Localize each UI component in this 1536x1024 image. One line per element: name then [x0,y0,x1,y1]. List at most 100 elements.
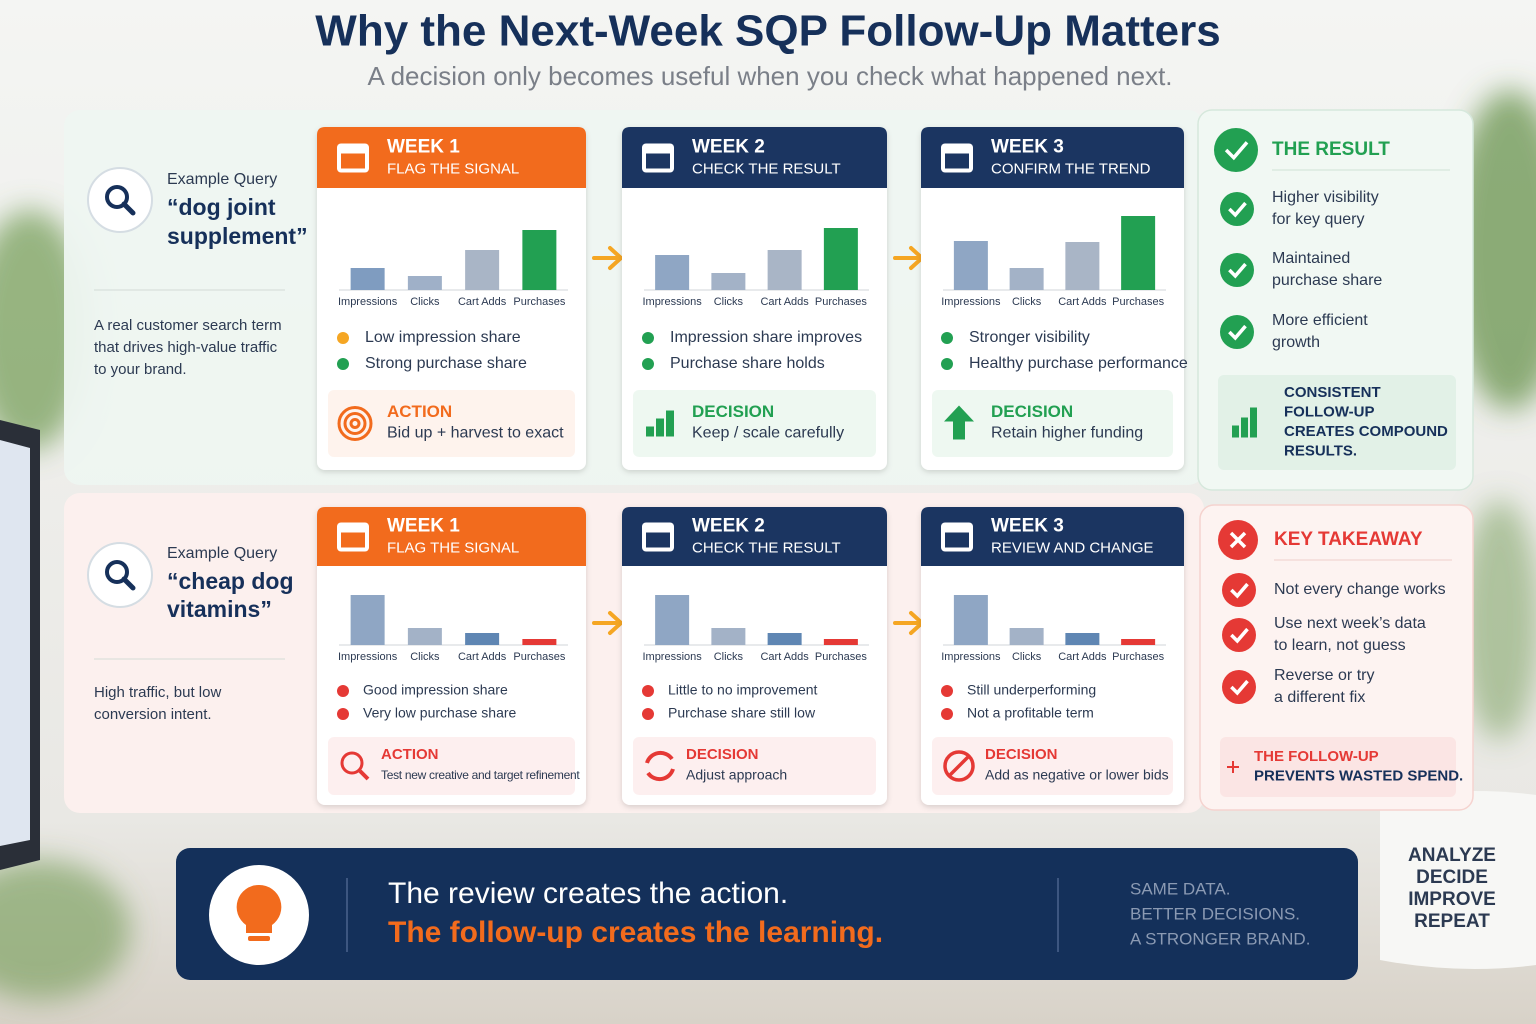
mug [1380,791,1536,969]
summary-icon [1214,128,1258,172]
query: “dog joint [167,194,276,220]
banner-line: The review creates the action. [388,877,788,910]
bar [767,250,802,290]
box-label: DECISION [686,746,759,763]
week-header [317,507,586,566]
bar-label: Cart Adds [760,296,809,308]
laptop-screen [0,440,30,846]
bar-label: Purchases [513,651,565,663]
week-header [921,127,1184,188]
decision-box [633,737,876,795]
week-stage: CHECK THE RESULT [692,160,841,177]
bulb-base [248,936,270,941]
bar-label: Cart Adds [1058,296,1107,308]
box-icon [646,426,654,437]
tagline: A STRONGER BRAND. [1130,929,1310,948]
box-text: Adjust approach [686,767,787,783]
bar [655,255,690,290]
item-icon [1230,679,1249,696]
decision-box [932,390,1173,457]
week-title: WEEK 1 [387,137,460,158]
decision-box [328,737,575,795]
bar-label: Clicks [714,296,744,308]
bar [767,633,802,645]
week-stage: CONFIRM THE TREND [991,160,1151,177]
bullet-dot [941,685,953,697]
week-header [921,507,1184,566]
item-icon [1222,618,1256,652]
week-card [622,507,887,805]
bullet-text: Stronger visibility [969,329,1090,346]
note-text: CREATES COMPOUND [1284,423,1448,440]
search-icon [105,185,129,209]
box-icon [666,410,674,437]
bar-label: Purchases [815,296,867,308]
summary-box [1197,109,1474,491]
box-label: DECISION [985,746,1058,763]
week-title: WEEK 2 [692,137,765,158]
note-box [1220,737,1456,797]
query-label: Example Query [167,545,277,562]
description: A real customer search term [94,317,282,334]
summary-item: Use next week’s data [1274,615,1426,632]
mug-text: ANALYZE [1408,845,1496,866]
week-card [317,127,586,470]
note-text: PREVENTS WASTED SPEND. [1254,768,1463,785]
bullet-text: Still underperforming [967,682,1096,698]
bullet-text: Low impression share [365,329,521,346]
box-text: Add as negative or lower bids [985,767,1169,783]
summary-item: More efficient [1272,312,1368,329]
bar-label: Clicks [410,651,440,663]
summary-item: for key query [1272,211,1364,228]
bullet-dot [642,332,654,344]
search-circle [87,542,153,608]
query: “cheap dog [167,568,294,594]
query-label: Example Query [167,171,277,188]
week-title: WEEK 3 [991,137,1064,158]
bar-label: Impressions [642,296,702,308]
bullet-dot [337,685,349,697]
summary-item: Maintained [1272,250,1350,267]
box-label: ACTION [387,402,452,421]
bar-label: Cart Adds [760,651,809,663]
item-icon [1222,670,1256,704]
note-icon [1250,407,1257,438]
item-icon [1230,627,1249,644]
item-icon [1228,324,1247,341]
flow-arrow [592,611,624,635]
calendar-icon [945,532,969,548]
box-label: DECISION [991,402,1073,421]
week-stage: FLAG THE SIGNAL [387,539,519,556]
bulb-icon [236,884,282,933]
summary-icon [1224,141,1249,161]
bar-label: Purchases [513,296,565,308]
bar [1121,216,1156,290]
box-icon [943,750,975,782]
bar [350,268,385,290]
note-box [1218,375,1456,470]
description: High traffic, but low [94,684,221,701]
summary-icon [1229,531,1247,549]
week-card [622,127,887,470]
item-icon [1222,573,1256,607]
item-icon [1220,315,1254,349]
note-text: FOLLOW-UP [1284,404,1375,421]
bar [711,628,746,645]
bar-label: Purchases [1112,296,1164,308]
bullet-dot [337,708,349,720]
summary-item: to learn, not guess [1274,637,1406,654]
summary-item: a different fix [1274,689,1365,706]
box-text: Bid up + harvest to exact [387,425,564,442]
bullet-text: Purchase share still low [668,705,816,721]
calendar-icon [646,532,670,548]
box-icon [358,769,370,781]
item-icon [1220,192,1254,226]
calendar-icon [341,153,365,169]
week-card [921,127,1184,470]
box-text: Keep / scale carefully [692,425,844,442]
bar-label: Cart Adds [458,296,507,308]
bullet-dot [642,708,654,720]
bar [522,230,557,290]
